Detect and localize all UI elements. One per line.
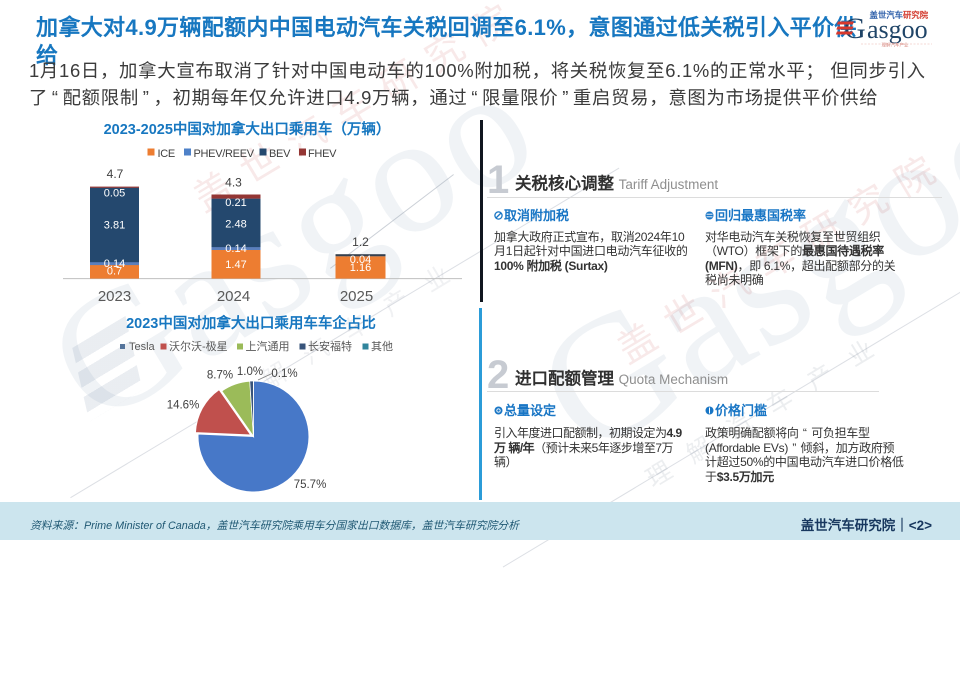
svg-text:0.14: 0.14 bbox=[225, 243, 246, 255]
svg-text:0.04: 0.04 bbox=[350, 254, 371, 266]
svg-text:BEV: BEV bbox=[269, 148, 291, 160]
svg-text:0.7: 0.7 bbox=[107, 266, 122, 278]
svg-text:长安福特: 长安福特 bbox=[308, 339, 352, 353]
svg-text:上汽通用: 上汽通用 bbox=[246, 339, 290, 353]
svg-text:14.6%: 14.6% bbox=[167, 400, 200, 412]
svg-text:0.05: 0.05 bbox=[104, 188, 125, 200]
svg-text:0.21: 0.21 bbox=[225, 197, 246, 209]
svg-text:3.81: 3.81 bbox=[104, 220, 125, 232]
svg-text:2024: 2024 bbox=[217, 288, 250, 305]
svg-text:1.0%: 1.0% bbox=[237, 366, 263, 378]
svg-text:Tesla: Tesla bbox=[129, 341, 156, 353]
svg-text:4.3: 4.3 bbox=[225, 176, 242, 190]
svg-text:2025: 2025 bbox=[340, 288, 373, 305]
svg-text:盖世汽车研究院: 盖世汽车研究院 bbox=[870, 10, 929, 20]
svg-text:2023: 2023 bbox=[98, 288, 131, 305]
svg-text:asgoo: asgoo bbox=[867, 15, 928, 44]
svg-text:8.7%: 8.7% bbox=[207, 370, 233, 382]
svg-text:4.7: 4.7 bbox=[107, 167, 124, 181]
svg-text:G: G bbox=[844, 12, 866, 45]
svg-text:FHEV: FHEV bbox=[308, 148, 337, 160]
svg-text:理解汽车产业: 理解汽车产业 bbox=[882, 41, 909, 48]
svg-text:2023-2025中国对加拿大出口乘用车（万辆）: 2023-2025中国对加拿大出口乘用车（万辆） bbox=[104, 120, 391, 138]
svg-text:PHEV/REEV: PHEV/REEV bbox=[194, 148, 255, 160]
svg-text:1.16: 1.16 bbox=[350, 262, 371, 274]
svg-text:2023中国对加拿大出口乘用车车企占比: 2023中国对加拿大出口乘用车车企占比 bbox=[126, 314, 376, 332]
svg-text:0.1%: 0.1% bbox=[271, 368, 297, 380]
svg-text:1.47: 1.47 bbox=[225, 259, 246, 271]
svg-text:1.2: 1.2 bbox=[352, 235, 369, 249]
svg-text:其他: 其他 bbox=[371, 340, 393, 353]
svg-text:75.7%: 75.7% bbox=[294, 479, 327, 491]
svg-text:0.14: 0.14 bbox=[104, 258, 125, 270]
svg-text:2.48: 2.48 bbox=[225, 219, 246, 231]
svg-text:ICE: ICE bbox=[158, 148, 175, 160]
svg-text:沃尔沃-极星: 沃尔沃-极星 bbox=[169, 339, 228, 353]
